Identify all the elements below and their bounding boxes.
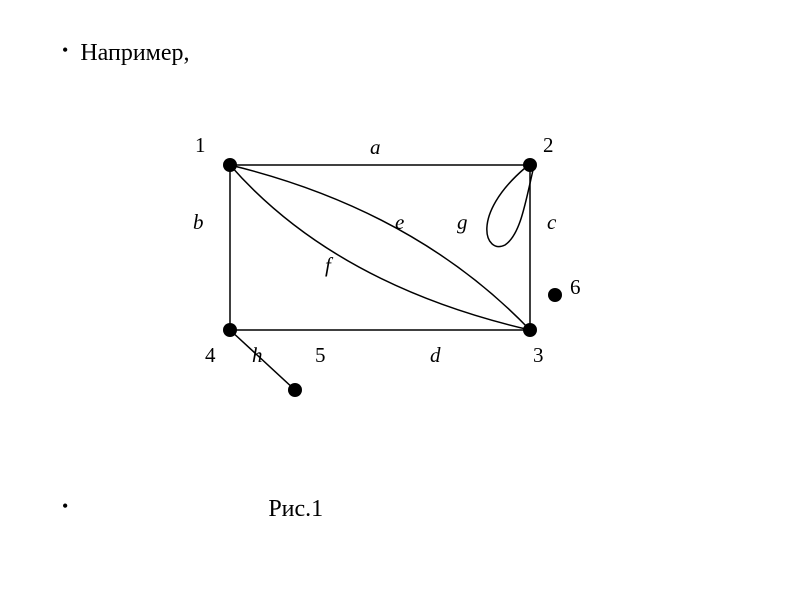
- edge-h: [230, 330, 295, 390]
- node-3: [523, 323, 537, 337]
- node-label-3: 3: [533, 343, 544, 368]
- edge-label-c: c: [547, 210, 556, 235]
- node-1: [223, 158, 237, 172]
- bullet-text-1: Например,: [80, 38, 189, 69]
- edge-label-h: h: [252, 343, 263, 368]
- node-6: [548, 288, 562, 302]
- node-label-6: 6: [570, 275, 581, 300]
- figure-caption: Рис.1: [80, 494, 323, 525]
- edge-e: [230, 165, 530, 330]
- edge-g: [487, 168, 533, 247]
- node-label-4: 4: [205, 343, 216, 368]
- node-label-2: 2: [543, 133, 554, 158]
- edge-label-d: d: [430, 343, 441, 368]
- edge-label-g: g: [457, 210, 468, 235]
- graph-diagram: a b c d e f g h 1 2 3 4 5 6: [155, 115, 625, 425]
- edge-f: [230, 165, 530, 330]
- graph-svg: [155, 115, 625, 425]
- bullet-dot: •: [62, 494, 68, 519]
- edge-label-b: b: [193, 210, 204, 235]
- node-label-5: 5: [315, 343, 326, 368]
- edge-label-f: f: [325, 253, 331, 278]
- bullet-item: • Например,: [62, 38, 190, 69]
- edge-label-e: e: [395, 210, 404, 235]
- node-4: [223, 323, 237, 337]
- node-2: [523, 158, 537, 172]
- node-label-1: 1: [195, 133, 206, 158]
- edge-label-a: a: [370, 135, 381, 160]
- bullet-item: • Рис.1: [62, 494, 323, 525]
- node-5: [288, 383, 302, 397]
- bullet-dot: •: [62, 38, 68, 63]
